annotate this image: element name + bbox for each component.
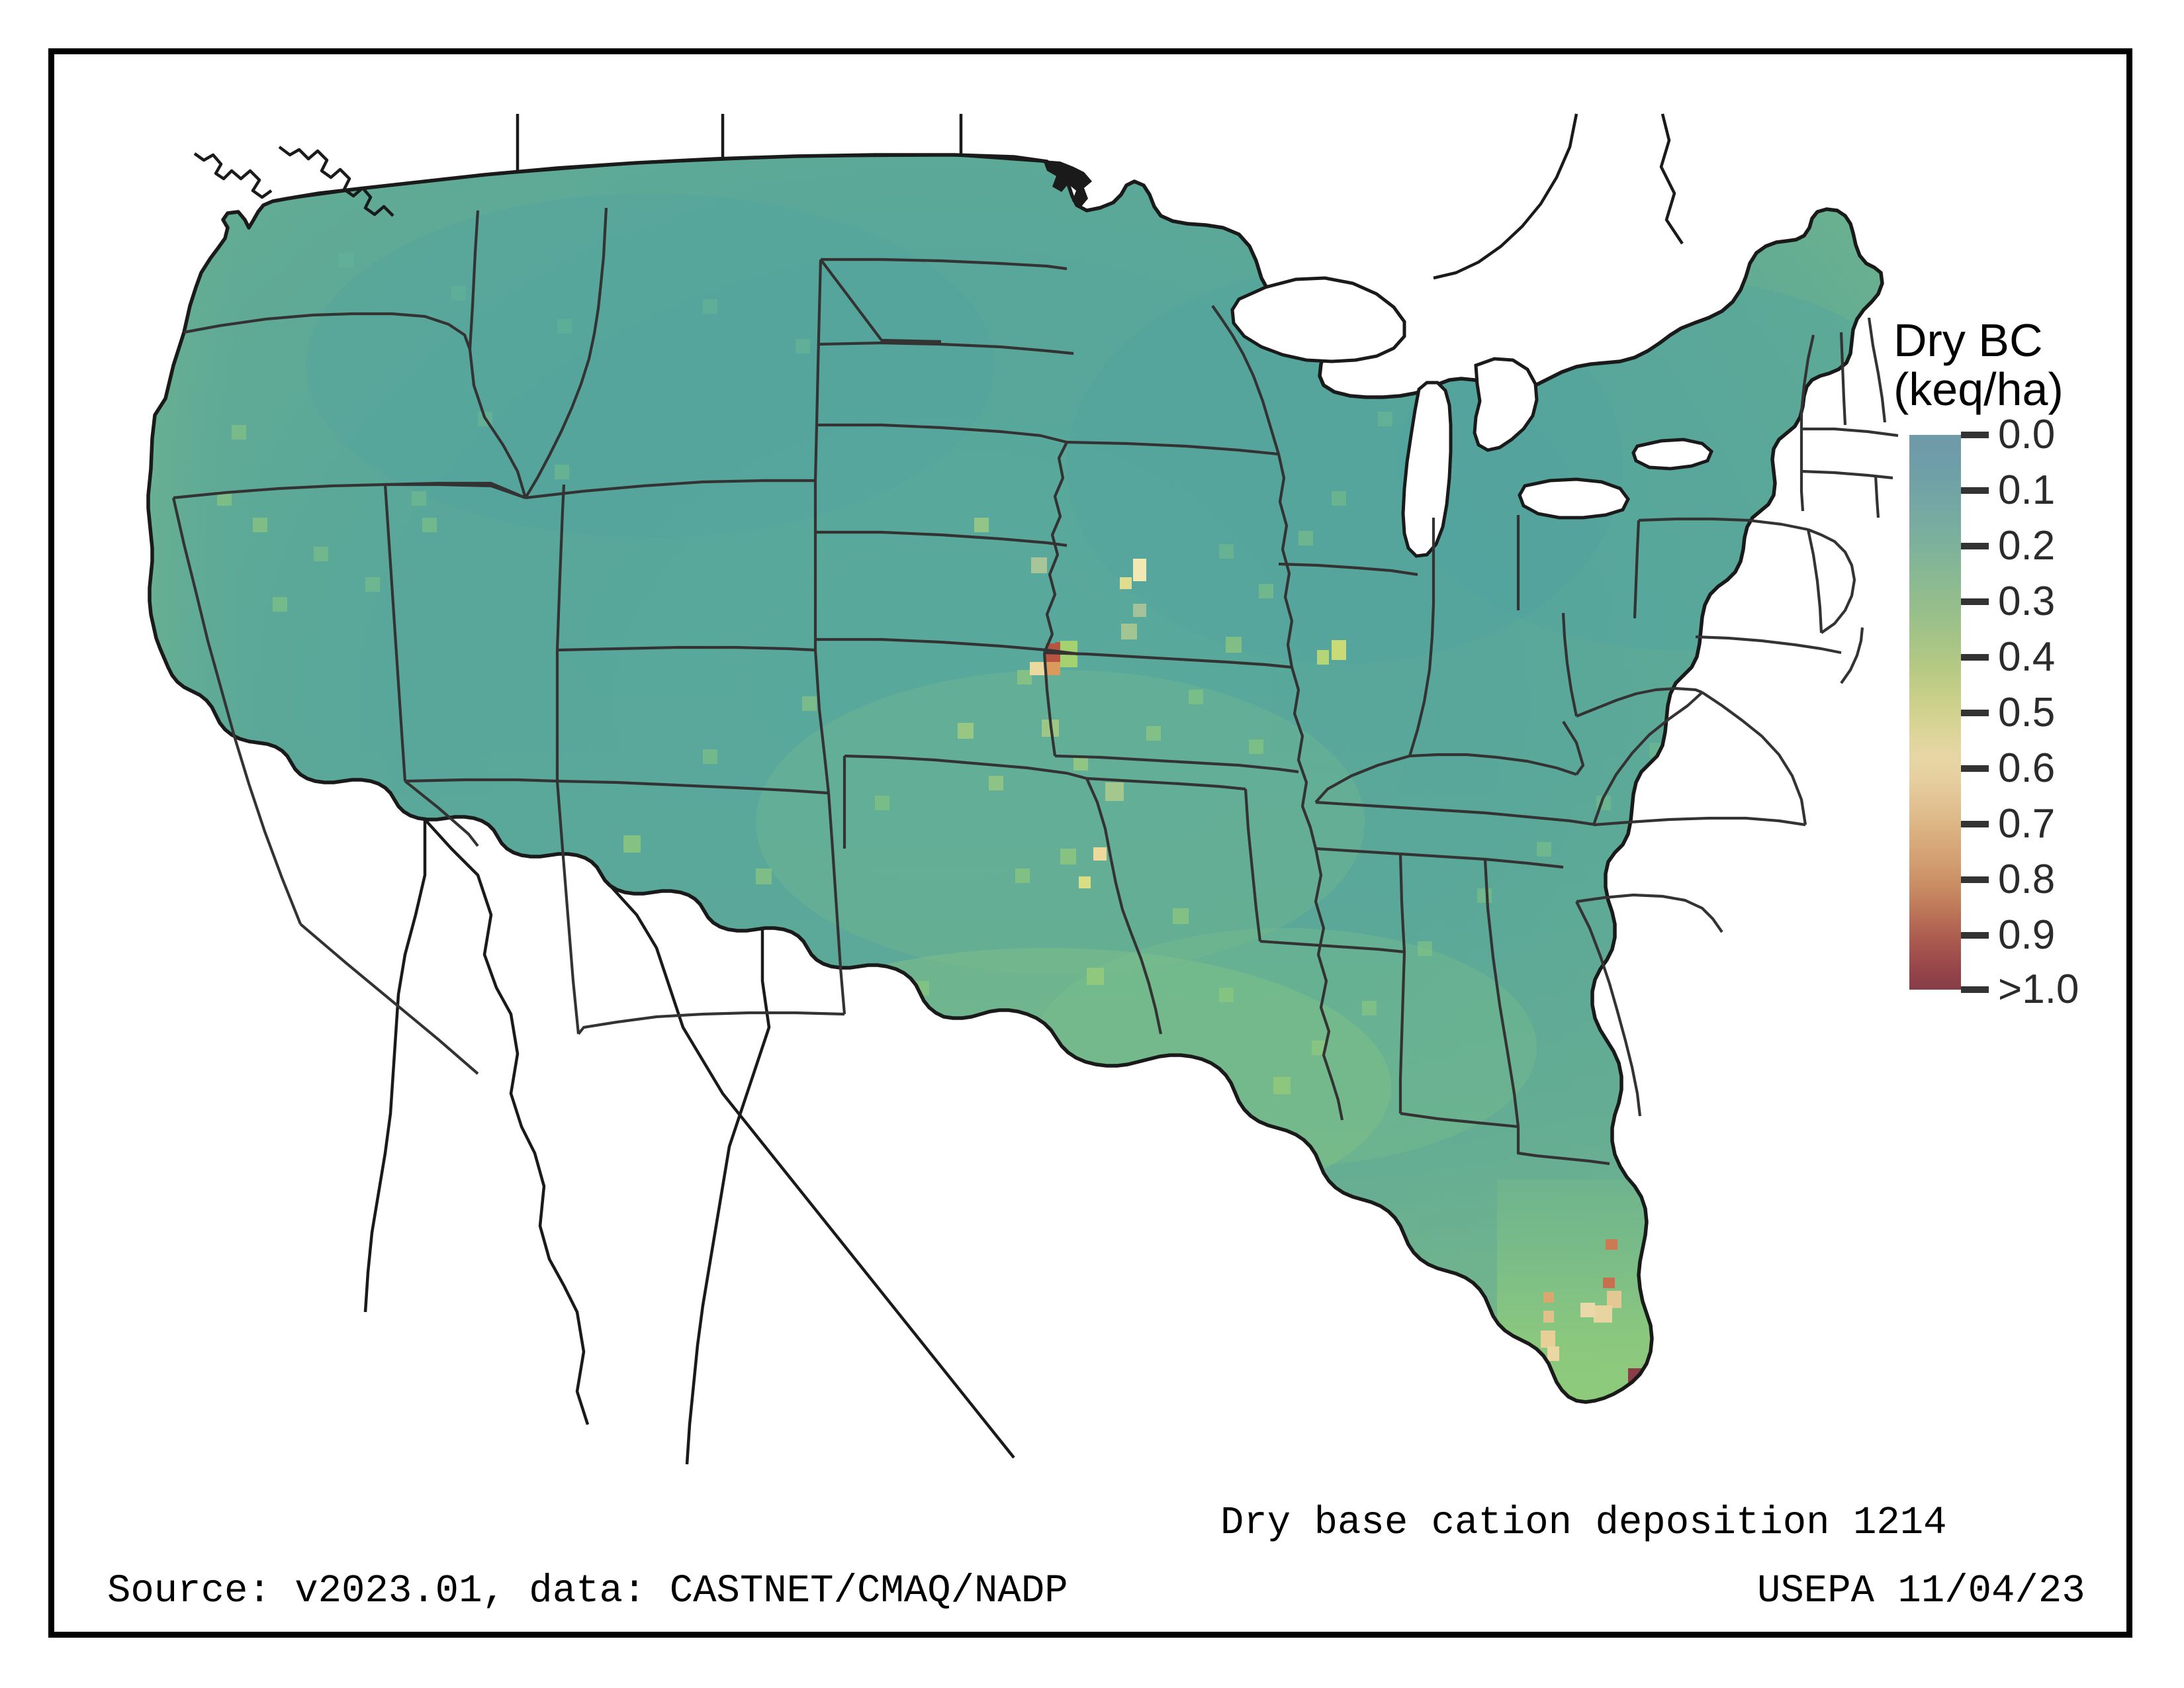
deposition-color-field	[148, 155, 1882, 1402]
colorbar-tickmark	[1961, 765, 1989, 772]
source-attribution: Source: v2023.01, data: CASTNET/CMAQ/NAD…	[107, 1569, 1068, 1613]
colorbar-tickmark	[1961, 543, 1989, 549]
state-borders	[171, 207, 1899, 1166]
colorbar-tickmark	[1961, 986, 1989, 993]
colorbar-tick-label: 0.8	[1998, 857, 2056, 902]
colorbar-tickmark	[1961, 654, 1989, 661]
colorbar-title: Dry BC (keq/ha)	[1893, 314, 2064, 415]
colorbar-tick-label: 0.7	[1998, 801, 2056, 847]
colorbar-tickmark	[1961, 876, 1989, 883]
colorbar-tick-label: 0.5	[1998, 690, 2056, 735]
colorbar-tick-label: 0.6	[1998, 745, 2056, 791]
colorbar-tickmark	[1961, 598, 1989, 605]
great-lakes	[1230, 276, 1714, 558]
colorbar-tick-label: 0.2	[1998, 523, 2056, 569]
colorbar-tickmark	[1961, 432, 1989, 438]
agency-date-stamp: USEPA 11/04/23	[1757, 1569, 2085, 1613]
colorbar-tick-label: 0.9	[1998, 912, 2056, 958]
colorbar-tickmark	[1961, 487, 1989, 494]
map-svg	[146, 113, 1899, 1465]
colorbar-tick-label: 0.0	[1998, 412, 2056, 457]
colorbar-tickmark	[1961, 821, 1989, 827]
colorbar-tick-label: 0.3	[1998, 579, 2056, 624]
colorbar-gradient	[1909, 435, 1961, 990]
colorbar-tick-label: >1.0	[1998, 966, 2079, 1012]
figure-frame: Dry BC (keq/ha) 0.0 0.1 0.2 0.3 0.4 0.5	[48, 48, 2132, 1638]
international-borders	[193, 113, 1684, 1465]
deposition-map-panel	[54, 54, 1907, 1497]
colorbar-tick-label: 0.1	[1998, 467, 2056, 513]
colorbar-tickmark	[1961, 932, 1989, 939]
colorbar-tick-label: 0.4	[1998, 634, 2056, 680]
colorbar: Dry BC (keq/ha) 0.0 0.1 0.2 0.3 0.4 0.5	[1878, 314, 2129, 1012]
colorbar-tickmark	[1961, 710, 1989, 716]
map-caption: Dry base cation deposition 1214	[1220, 1501, 1947, 1545]
